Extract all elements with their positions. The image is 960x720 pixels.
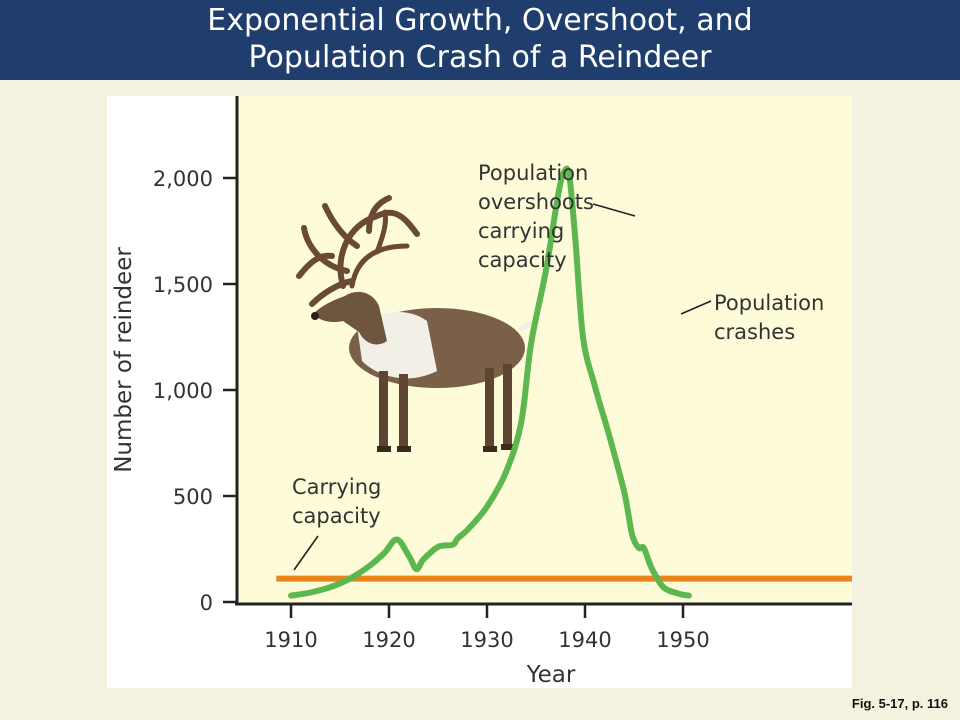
figure-caption: Fig. 5-17, p. 116 bbox=[851, 696, 948, 711]
y-axis-label: Number of reindeer bbox=[111, 247, 137, 473]
annotation-text-line: capacity bbox=[478, 248, 567, 272]
y-tick-label: 1,000 bbox=[153, 379, 213, 403]
x-axis-label: Year bbox=[526, 662, 576, 688]
annotation-text-line: capacity bbox=[292, 504, 381, 528]
plot-background bbox=[237, 96, 852, 604]
y-tick-label: 500 bbox=[173, 485, 213, 509]
annotation-text-line: carrying bbox=[478, 219, 564, 243]
title-bar: Exponential Growth, Overshoot, and Popul… bbox=[0, 0, 960, 80]
annotation-capacity: Carrying capacity bbox=[292, 475, 381, 571]
y-tick-label: 2,000 bbox=[153, 167, 213, 191]
axes bbox=[235, 96, 852, 606]
x-axis-ticks: 1910 1920 1930 1940 1950 bbox=[264, 604, 710, 652]
annotation-leader-line bbox=[293, 535, 319, 571]
annotation-crash: Population crashes bbox=[680, 291, 824, 344]
chart-container: 0 500 1,000 1,500 2,000 1910 1920 1930 1940 1950… bbox=[107, 96, 852, 688]
annotation-text-line: crashes bbox=[714, 320, 795, 344]
annotation-leader-line bbox=[680, 300, 712, 315]
reindeer-illustration bbox=[296, 195, 538, 452]
annotation-text-line: Carrying bbox=[292, 475, 381, 499]
x-tick-label: 1950 bbox=[656, 628, 709, 652]
y-axis-ticks: 0 500 1,000 1,500 2,000 bbox=[153, 167, 237, 615]
annotation-leader-line bbox=[592, 203, 636, 217]
reindeer-chart: 0 500 1,000 1,500 2,000 1910 1920 1930 1940 1950… bbox=[111, 96, 852, 688]
x-tick-label: 1910 bbox=[264, 628, 317, 652]
annotations: PopulationovershootscarryingcapacityPopu… bbox=[292, 161, 824, 571]
x-tick-label: 1920 bbox=[362, 628, 415, 652]
x-tick-label: 1930 bbox=[460, 628, 513, 652]
title-line-1: Exponential Growth, Overshoot, and bbox=[207, 3, 753, 38]
title-line-2: Population Crash of a Reindeer bbox=[248, 40, 712, 75]
annotation-text-line: Population bbox=[478, 161, 588, 185]
annotation-text-line: overshoots bbox=[478, 190, 594, 214]
population-series-line bbox=[288, 165, 692, 599]
x-tick-label: 1940 bbox=[558, 628, 611, 652]
annotation-text-line: Population bbox=[714, 291, 824, 315]
annotation-overshoot: Population overshoots carrying capacity bbox=[478, 161, 636, 272]
y-tick-label: 1,500 bbox=[153, 273, 213, 297]
y-tick-label: 0 bbox=[200, 591, 213, 615]
